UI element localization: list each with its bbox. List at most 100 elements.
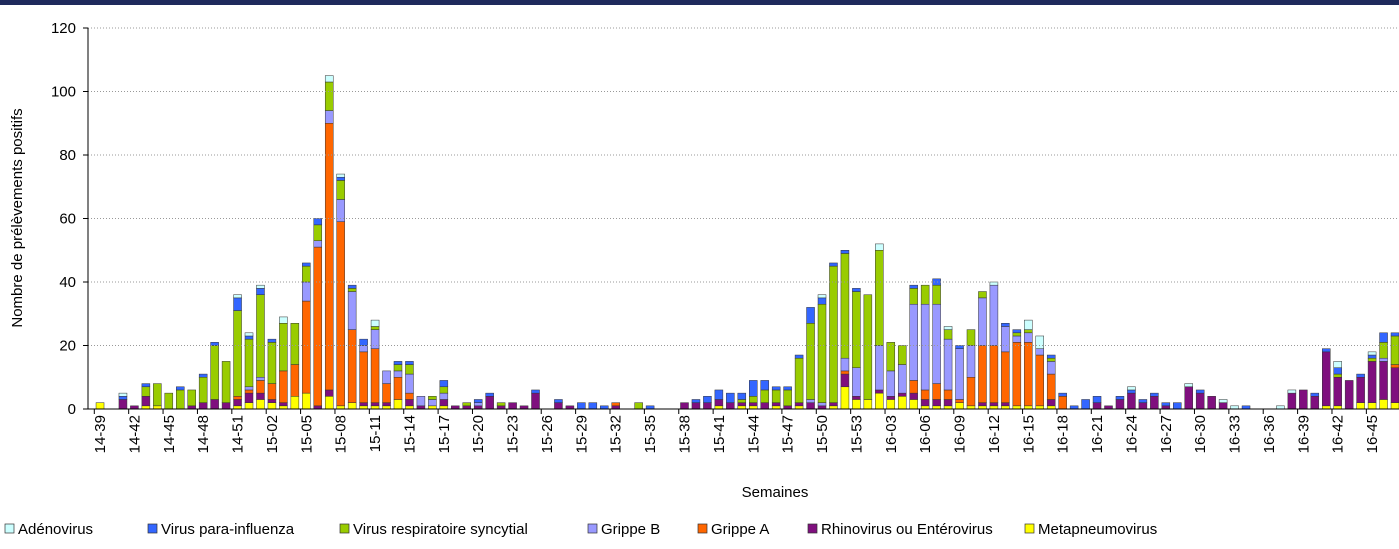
bar-segment: [141, 386, 151, 397]
bar-segment: [370, 329, 380, 349]
bar-segment: [336, 180, 345, 200]
bar-segment: [943, 329, 953, 340]
bar-segment: [244, 386, 254, 391]
bar-segment: [932, 278, 941, 286]
bar-segment: [989, 345, 999, 403]
bar-segment: [1379, 332, 1388, 343]
bar-segment: [279, 323, 288, 372]
bar-segment: [267, 338, 277, 343]
bar-segment: [221, 361, 231, 403]
bar-segment: [324, 123, 334, 391]
bar-segment: [118, 396, 128, 400]
bar-segment: [428, 399, 437, 407]
bar-segment: [347, 291, 357, 330]
bar-segment: [749, 402, 758, 407]
x-tick-label: 16-06: [917, 415, 934, 453]
bar-segment: [244, 335, 254, 340]
bar-segment: [1138, 402, 1148, 410]
bar-segment: [416, 396, 426, 407]
x-tick-label: 15-26: [539, 415, 556, 453]
bar-segment: [955, 348, 964, 400]
bar-segment: [324, 75, 334, 83]
bar-segment: [978, 345, 987, 403]
bar-segment: [875, 345, 884, 391]
bar-segment: [989, 402, 999, 407]
bar-segment: [256, 377, 265, 381]
bar-segment: [256, 399, 265, 410]
y-tick-label: 60: [59, 211, 76, 228]
bar-segment: [336, 173, 345, 178]
bar-segment: [1322, 351, 1331, 407]
bar-segment: [485, 392, 494, 397]
bar-segment: [1150, 392, 1159, 397]
bar-segment: [783, 389, 792, 407]
bar-segment: [496, 402, 506, 407]
x-tick-label: 16-36: [1261, 415, 1278, 453]
bar-segment: [703, 396, 712, 403]
bar-segment: [233, 396, 242, 400]
bar-segment: [347, 288, 357, 292]
bar-segment: [279, 370, 288, 403]
legend-swatch: [1024, 523, 1035, 534]
bar-segment: [336, 176, 345, 181]
x-tick-label: 15-50: [814, 415, 831, 453]
bar-segment: [1012, 342, 1022, 407]
bar-segment: [244, 338, 254, 388]
legend-swatch: [4, 523, 15, 534]
bar-segment: [1024, 342, 1033, 407]
bar-segment: [1081, 399, 1090, 410]
bar-segment: [176, 389, 185, 410]
bar-segment: [794, 402, 804, 407]
bar-segment: [1287, 389, 1297, 394]
bar-segment: [897, 345, 907, 365]
bar-segment: [829, 265, 838, 403]
bar-segment: [840, 373, 850, 388]
bar-segment: [771, 389, 781, 403]
bar-segment: [198, 377, 208, 403]
x-tick-label: 15-38: [676, 415, 693, 453]
bar-segment: [153, 383, 162, 407]
bar-segment: [840, 370, 850, 375]
bar-segment: [405, 361, 414, 365]
bar-segment: [256, 380, 265, 394]
bar-segment: [588, 402, 598, 410]
bar-segment: [1001, 351, 1010, 403]
bar-segment: [932, 303, 941, 384]
bar-segment: [1207, 396, 1216, 410]
bar-segment: [1024, 319, 1033, 330]
bar-segment: [233, 399, 242, 407]
bar-segment: [897, 396, 907, 410]
bar-segment: [1138, 399, 1148, 403]
bar-segment: [370, 348, 380, 403]
bar-segment: [290, 323, 300, 365]
bar-segment: [1035, 335, 1044, 349]
bar-segment: [1024, 329, 1033, 334]
bar-segment: [955, 399, 964, 403]
legend-swatch: [587, 523, 598, 534]
bar-segment: [1195, 389, 1205, 394]
bar-segment: [1058, 396, 1067, 410]
bar-segment: [187, 389, 196, 407]
bar-segment: [852, 291, 861, 368]
bar-segment: [726, 402, 735, 410]
bar-segment: [691, 402, 701, 410]
bar-segment: [1333, 367, 1342, 375]
bar-segment: [783, 386, 792, 391]
x-axis-title: Semaines: [742, 484, 809, 501]
y-tick-label: 100: [51, 84, 76, 101]
bar-segment: [302, 281, 311, 302]
x-tick-label: 16-45: [1364, 415, 1381, 453]
bar-segment: [1046, 361, 1056, 375]
bar-segment: [1356, 402, 1365, 410]
bar-segment: [817, 294, 827, 299]
bar-segment: [1161, 402, 1171, 407]
bar-segment: [737, 402, 747, 407]
bar-segment: [439, 380, 449, 388]
bar-segment: [932, 399, 941, 407]
bar-segment: [920, 303, 930, 391]
y-tick-label: 40: [59, 274, 76, 291]
bar-segment: [714, 389, 724, 400]
bar-segment: [267, 402, 277, 410]
bar-segment: [1218, 399, 1228, 403]
x-tick-label: 16-39: [1295, 415, 1312, 453]
